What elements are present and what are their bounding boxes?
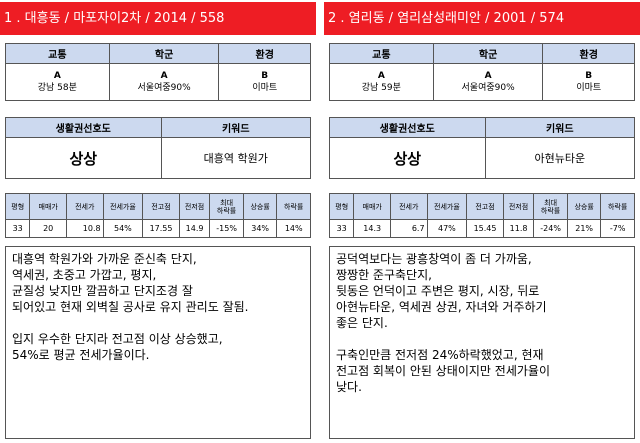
preference-table: 생활권선호도 키워드 상상 아현뉴타운 xyxy=(329,117,636,179)
stat-header: 전세가 xyxy=(65,193,104,220)
property-panel-1: 1 . 대흥동 / 마포자이2차 / 2014 / 558 교통 학군 환경 A… xyxy=(0,0,316,443)
panel-title: 1 . 대흥동 / 마포자이2차 / 2014 / 558 xyxy=(0,2,316,35)
keyword-value: 대흥역 학원가 xyxy=(160,137,312,179)
stats-table: 평형 매매가 전세가 전세가율 전고점 전저점 최대 하락률 상승률 하락률 3… xyxy=(4,193,311,238)
transport-grade: A xyxy=(53,71,61,81)
header-transport: 교통 xyxy=(5,43,110,64)
stat-value: 54% xyxy=(102,219,144,238)
environment-text: 이마트 xyxy=(576,83,602,93)
stat-header: 전저점 xyxy=(502,193,535,220)
stat-value: 14.3 xyxy=(353,219,391,238)
stat-header: 전세가 xyxy=(389,193,428,220)
transport-text: 강남 59분 xyxy=(361,83,401,93)
school-text: 서울여중90% xyxy=(137,83,191,93)
stat-header: 평형 xyxy=(4,193,31,220)
school-cell: A 서울여중90% xyxy=(108,63,220,101)
header-environment: 환경 xyxy=(542,43,635,64)
environment-text: 이마트 xyxy=(252,83,278,93)
school-grade: A xyxy=(484,71,492,81)
stat-header: 전저점 xyxy=(178,193,211,220)
environment-grade: B xyxy=(261,71,269,81)
stat-header: 매매가 xyxy=(353,193,391,220)
header-life-preference: 생활권선호도 xyxy=(5,117,162,138)
keyword-value: 아현뉴타운 xyxy=(484,137,636,179)
stat-header: 전세가율 xyxy=(426,193,468,220)
stats-value-row: 33 20 10.8 54% 17.55 14.9 -15% 34% 14% xyxy=(4,219,311,238)
stat-value: 47% xyxy=(426,219,468,238)
header-keyword: 키워드 xyxy=(160,117,312,138)
memo-text: 대흥역 학원가와 가까운 준신축 단지, 역세권, 초중고 가깝고, 평지, 균… xyxy=(5,246,311,439)
stat-value: 33 xyxy=(328,219,355,238)
stat-header: 최대 하락률 xyxy=(533,193,568,220)
stat-value: 33 xyxy=(4,219,31,238)
header-environment: 환경 xyxy=(218,43,311,64)
stat-value: 6.7 xyxy=(389,219,428,238)
stat-header: 상승률 xyxy=(242,193,278,220)
stat-header: 최대 하락률 xyxy=(209,193,244,220)
stat-value: 14.9 xyxy=(178,219,211,238)
panel-title: 2 . 염리동 / 염리삼성래미안 / 2001 / 574 xyxy=(324,2,640,35)
transport-text: 강남 58분 xyxy=(37,83,77,93)
stat-header: 하락률 xyxy=(600,193,635,220)
stat-header: 전고점 xyxy=(466,193,504,220)
school-text: 서울여중90% xyxy=(461,83,515,93)
header-transport: 교통 xyxy=(329,43,434,64)
environment-cell: B 이마트 xyxy=(542,63,635,101)
header-school: 학군 xyxy=(432,43,544,64)
header-life-preference: 생활권선호도 xyxy=(329,117,486,138)
stat-header: 전세가율 xyxy=(102,193,144,220)
stat-value: 17.55 xyxy=(142,219,180,238)
stats-header-row: 평형 매매가 전세가 전세가율 전고점 전저점 최대 하락률 상승률 하락률 xyxy=(4,193,311,220)
memo-text: 공덕역보다는 광흥창역이 좀 더 가까움, 짱짱한 준구축단지, 뒷동은 언덕이… xyxy=(329,246,635,439)
stat-header: 하락률 xyxy=(276,193,311,220)
stat-header: 상승률 xyxy=(566,193,602,220)
stats-header-row: 평형 매매가 전세가 전세가율 전고점 전저점 최대 하락률 상승률 하락률 xyxy=(328,193,635,220)
header-school: 학군 xyxy=(108,43,220,64)
transport-cell: A 강남 58분 xyxy=(5,63,110,101)
header-keyword: 키워드 xyxy=(484,117,636,138)
stats-value-row: 33 14.3 6.7 47% 15.45 11.8 -24% 21% -7% xyxy=(328,219,635,238)
score-table: 교통 학군 환경 A 강남 59분 A 서울여중90% B 이마트 xyxy=(329,43,635,101)
school-cell: A 서울여중90% xyxy=(432,63,544,101)
stat-value: 10.8 xyxy=(65,219,104,238)
transport-cell: A 강남 59분 xyxy=(329,63,434,101)
stat-value: -15% xyxy=(209,219,244,238)
preference-table: 생활권선호도 키워드 상상 대흥역 학원가 xyxy=(5,117,312,179)
score-table: 교통 학군 환경 A 강남 58분 A 서울여중90% B 이마트 xyxy=(5,43,311,101)
transport-grade: A xyxy=(377,71,385,81)
stat-header: 매매가 xyxy=(29,193,67,220)
stat-value: 34% xyxy=(242,219,278,238)
stat-value: 14% xyxy=(276,219,311,238)
stat-value: -24% xyxy=(533,219,568,238)
stat-value: 20 xyxy=(29,219,67,238)
stat-value: -7% xyxy=(600,219,635,238)
stat-header: 전고점 xyxy=(142,193,180,220)
environment-cell: B 이마트 xyxy=(218,63,311,101)
stat-value: 15.45 xyxy=(466,219,504,238)
life-preference-value: 상상 xyxy=(5,137,162,179)
stats-table: 평형 매매가 전세가 전세가율 전고점 전저점 최대 하락률 상승률 하락률 3… xyxy=(328,193,635,238)
stat-value: 21% xyxy=(566,219,602,238)
stat-value: 11.8 xyxy=(502,219,535,238)
life-preference-value: 상상 xyxy=(329,137,486,179)
environment-grade: B xyxy=(585,71,593,81)
property-panel-2: 2 . 염리동 / 염리삼성래미안 / 2001 / 574 교통 학군 환경 … xyxy=(324,0,640,443)
stat-header: 평형 xyxy=(328,193,355,220)
school-grade: A xyxy=(160,71,168,81)
